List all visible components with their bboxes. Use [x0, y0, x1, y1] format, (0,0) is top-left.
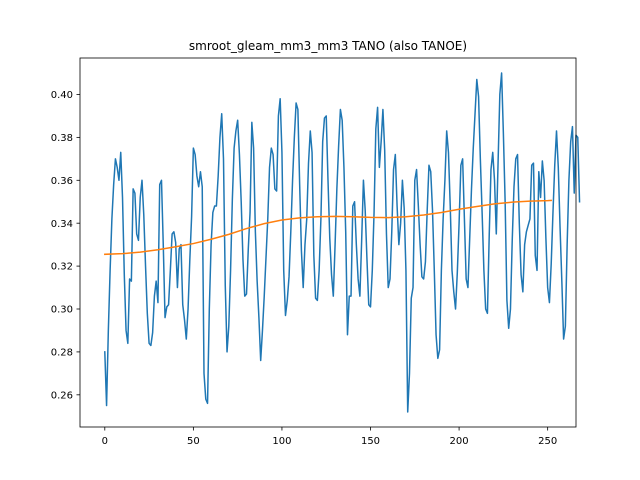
plot-frame: [79, 57, 577, 428]
y-tick-label: 0.34: [51, 219, 73, 230]
x-tick-label: 50: [187, 436, 200, 447]
y-tick-label: 0.40: [51, 90, 73, 101]
series-line-1: [104, 72, 581, 413]
series-line-2: [104, 199, 552, 256]
y-tick-label: 0.26: [51, 390, 73, 401]
y-tick-label: 0.30: [51, 305, 73, 316]
x-tick-label: 250: [538, 436, 557, 447]
series-layer: [104, 72, 581, 413]
x-tick-label: 0: [102, 436, 108, 447]
x-tick-label: 100: [272, 436, 291, 447]
x-tick-label: 150: [361, 436, 380, 447]
y-tick-label: 0.38: [51, 133, 73, 144]
axes-layer: 0 50 100 150 200 250 0.26 0.28 0.30 0.32 0.34 0.36 0…: [51, 57, 577, 447]
x-tick-label: 200: [450, 436, 469, 447]
y-tick-label: 0.28: [51, 348, 73, 359]
y-tick-label: 0.36: [51, 176, 73, 187]
chart-title: smroot_gleam_mm3_mm3 TANO (also TANOE): [189, 39, 467, 53]
y-tick-label: 0.32: [51, 262, 73, 273]
